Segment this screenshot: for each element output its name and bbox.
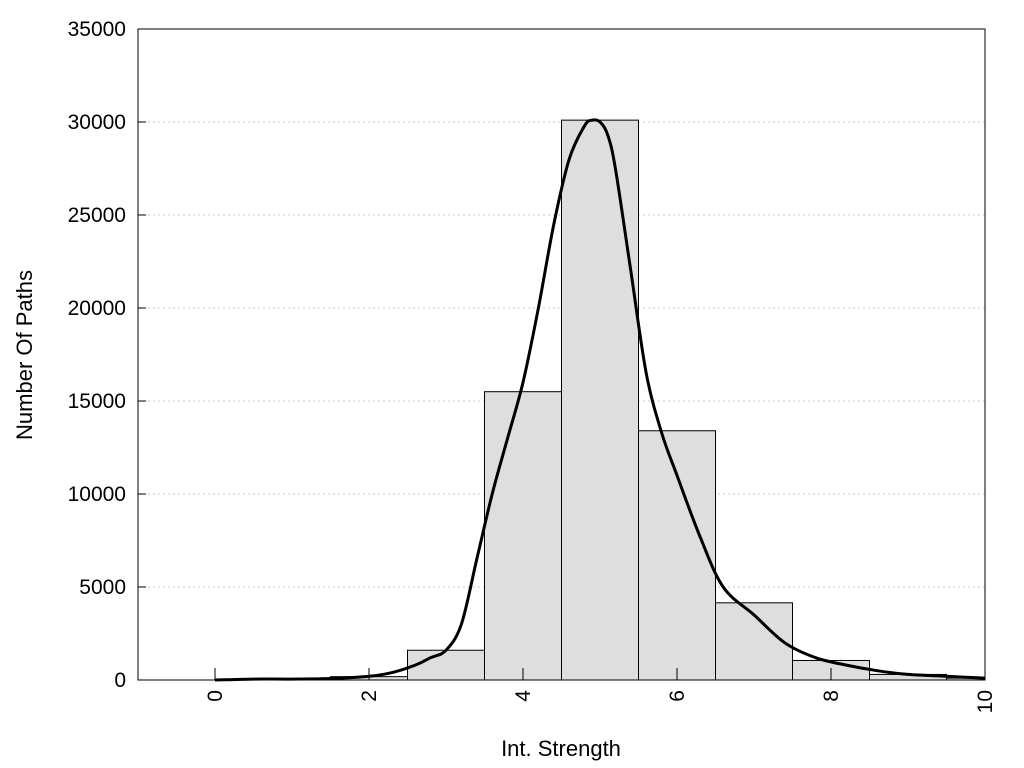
density-curve [214,118,986,682]
y-tick-label: 10000 [68,483,126,506]
y-tick-label: 5000 [79,576,126,599]
y-tick-label: 20000 [68,297,126,320]
y-tick-label: 0 [114,669,126,692]
y-axis-label: Number Of Paths [12,270,37,440]
grid-lines [138,121,985,588]
x-tick-label: 4 [512,690,535,702]
histogram-bars [253,119,986,681]
y-tick-label: 35000 [68,18,126,41]
histogram-bar [484,391,562,681]
histogram-bar [561,119,639,681]
x-tick-label: 0 [204,690,227,702]
y-tick-label: 15000 [68,390,126,413]
x-tick-label: 6 [666,690,689,702]
x-tick-label: 10 [974,690,997,713]
y-tick-label: 30000 [68,111,126,134]
y-tick-label: 25000 [68,204,126,227]
x-tick-label: 2 [358,690,381,702]
histogram-bar [638,430,716,681]
x-tick-labels: 0 2 4 6 8 10 [204,690,997,714]
plot-frame [137,28,986,681]
y-tick-labels: 0 5000 10000 15000 20000 25000 30000 35000 [68,18,126,692]
x-tick-label: 8 [820,690,843,702]
x-axis-label: Int. Strength [501,736,621,761]
